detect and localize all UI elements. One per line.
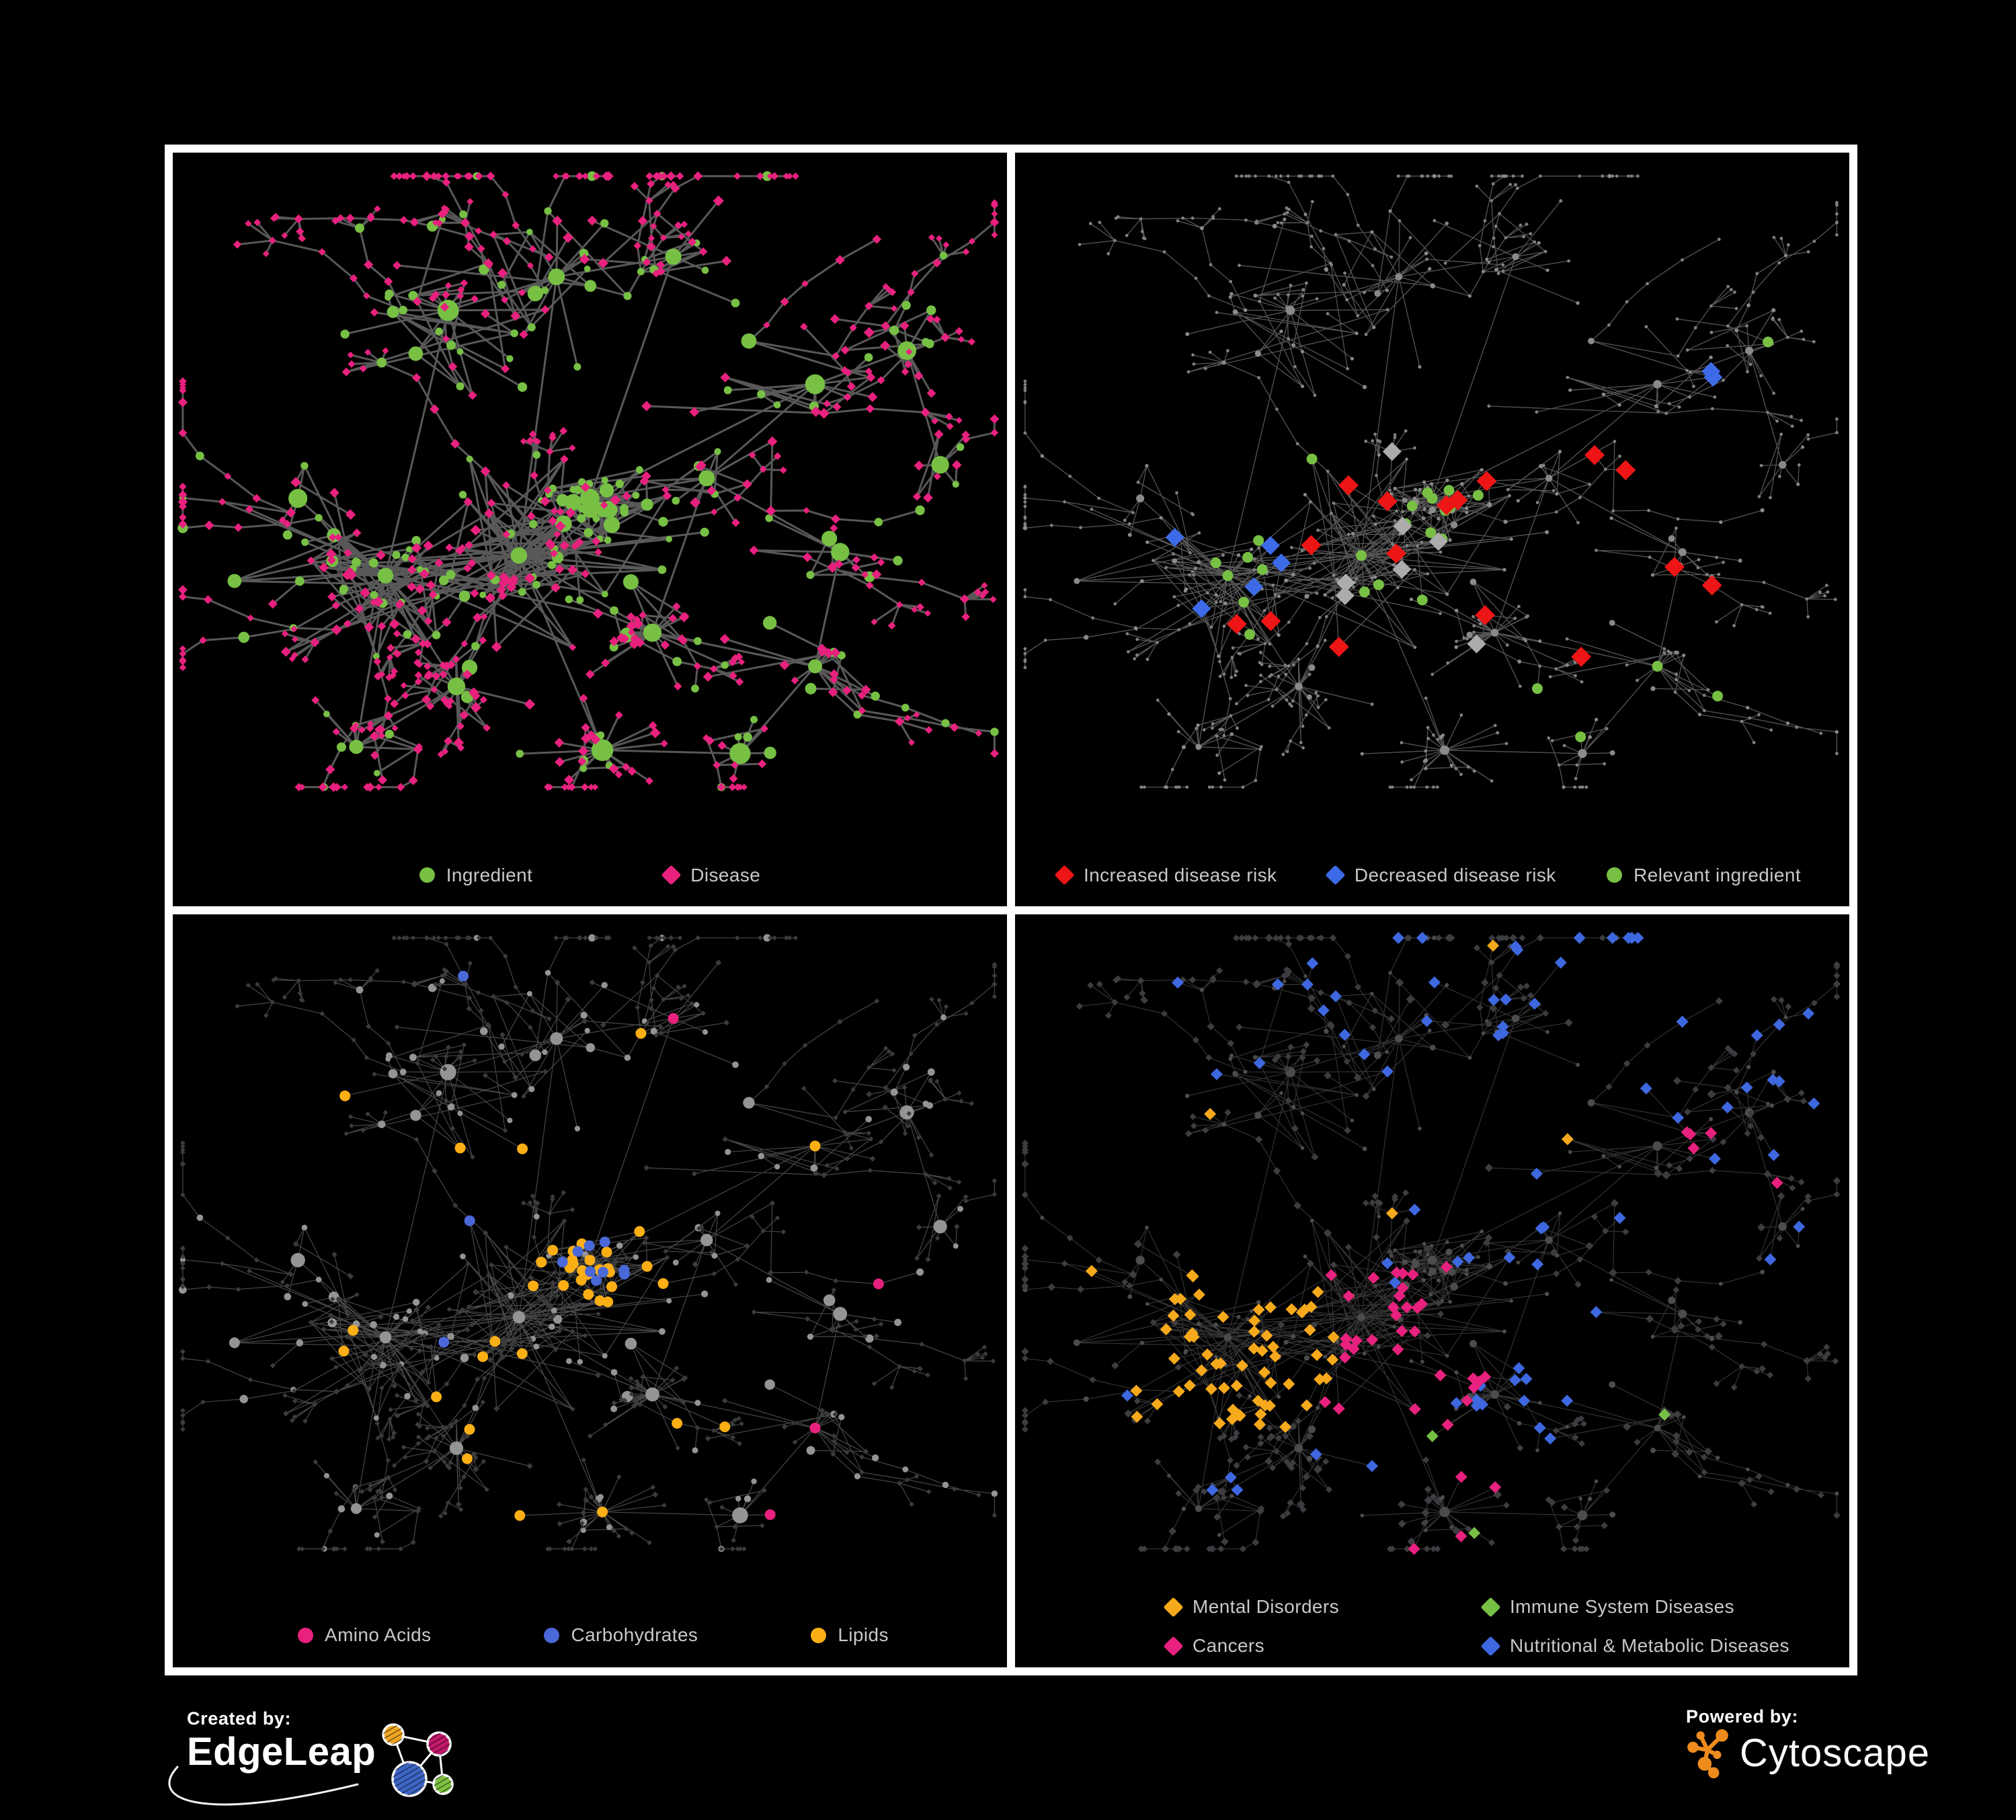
panel-disease-risk: Increased disease risk Decreased disease… <box>1015 153 1849 906</box>
legend-label: Carbohydrates <box>571 1624 698 1645</box>
powered-by-label: Powered by: <box>1686 1706 1799 1727</box>
legend-label: Lipids <box>838 1624 889 1645</box>
relevant-ingredient-marker-icon <box>1607 867 1623 883</box>
figure-grid: Ingredient Disease Increased disease ris… <box>165 145 1857 1675</box>
edgeleap-wordmark: EdgeLeap <box>187 1730 376 1774</box>
network-disease-risk <box>1022 173 1839 789</box>
legend-label: Mental Disorders <box>1193 1596 1340 1617</box>
created-by-block: Created by: EdgeLeap <box>168 1708 462 1806</box>
carbohydrates-marker-icon <box>544 1627 560 1643</box>
legend-label: Immune System Diseases <box>1510 1596 1735 1617</box>
legend-item-cancers: Cancers <box>1163 1635 1483 1657</box>
legend-item-disease: Disease <box>661 864 761 886</box>
legend-label: Decreased disease risk <box>1354 864 1556 885</box>
powered-by-block: Powered by: Cytoscape <box>1686 1706 1930 1778</box>
legend-item-relevant-ingredient: Relevant ingredient <box>1607 865 1801 886</box>
panel-ingredient-classes: Amino Acids Carbohydrates Lipids <box>173 914 1007 1667</box>
legend-item-lipids: Lipids <box>811 1624 889 1646</box>
legend-item-immune-system-diseases: Immune System Diseases <box>1480 1596 1789 1618</box>
cytoscape-icon <box>1687 1729 1728 1778</box>
legend-label: Cancers <box>1193 1635 1265 1656</box>
amino-acids-marker-icon <box>298 1627 313 1643</box>
legend-ingredient-classes: Amino Acids Carbohydrates Lipids <box>298 1624 889 1646</box>
legend-item-decreased-risk: Decreased disease risk <box>1325 864 1556 886</box>
immune-system-marker-icon <box>1480 1597 1501 1617</box>
legend-label: Amino Acids <box>325 1624 432 1645</box>
panel-ingredient-disease: Ingredient Disease <box>173 153 1007 906</box>
legend-ingredient-disease: Ingredient Disease <box>173 865 1007 886</box>
legend-item-increased-risk: Increased disease risk <box>1054 864 1277 886</box>
lipids-marker-icon <box>811 1627 827 1643</box>
legend-item-nutritional-metabolic-diseases: Nutritional & Metabolic Diseases <box>1480 1635 1789 1657</box>
network-disease-classes <box>1020 931 1841 1555</box>
mental-disorders-marker-icon <box>1163 1597 1184 1617</box>
legend-disease-classes: Mental Disorders Immune System Diseases … <box>1163 1596 1789 1657</box>
legend-item-ingredient: Ingredient <box>419 865 533 886</box>
decreased-risk-marker-icon <box>1325 865 1346 885</box>
legend-item-mental-disorders: Mental Disorders <box>1163 1596 1483 1618</box>
created-by-label: Created by: <box>187 1708 292 1729</box>
legend-disease-risk: Increased disease risk Decreased disease… <box>1054 864 1801 886</box>
panel-disease-classes: Mental Disorders Immune System Diseases … <box>1015 914 1849 1667</box>
network-ingredient-classes <box>179 933 998 1552</box>
disease-marker-icon <box>661 865 682 885</box>
cancers-marker-icon <box>1163 1636 1184 1656</box>
cytoscape-wordmark: Cytoscape <box>1740 1731 1931 1776</box>
increased-risk-marker-icon <box>1054 865 1075 885</box>
network-ingredient-disease <box>177 171 1000 792</box>
legend-label: Disease <box>690 864 761 885</box>
edgeleap-logo-icon <box>382 1723 454 1797</box>
legend-label: Relevant ingredient <box>1634 864 1801 885</box>
ingredient-marker-icon <box>419 867 435 883</box>
legend-label: Increased disease risk <box>1084 864 1277 885</box>
legend-label: Nutritional & Metabolic Diseases <box>1510 1635 1789 1656</box>
legend-item-amino-acids: Amino Acids <box>298 1624 431 1646</box>
legend-item-carbohydrates: Carbohydrates <box>544 1624 698 1646</box>
nutritional-metabolic-marker-icon <box>1480 1636 1501 1656</box>
legend-label: Ingredient <box>446 864 533 885</box>
